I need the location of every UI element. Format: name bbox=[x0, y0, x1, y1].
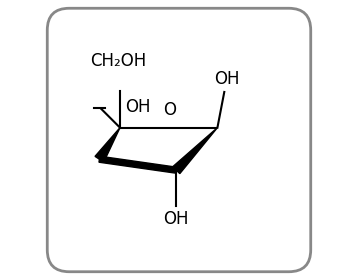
Polygon shape bbox=[173, 128, 217, 174]
Polygon shape bbox=[95, 128, 120, 162]
Polygon shape bbox=[99, 156, 177, 173]
Text: OH: OH bbox=[126, 98, 151, 116]
Text: OH: OH bbox=[164, 210, 189, 228]
FancyBboxPatch shape bbox=[47, 8, 311, 272]
Text: CH₂OH: CH₂OH bbox=[90, 52, 146, 70]
Text: O: O bbox=[163, 101, 176, 119]
Text: OH: OH bbox=[214, 70, 240, 88]
